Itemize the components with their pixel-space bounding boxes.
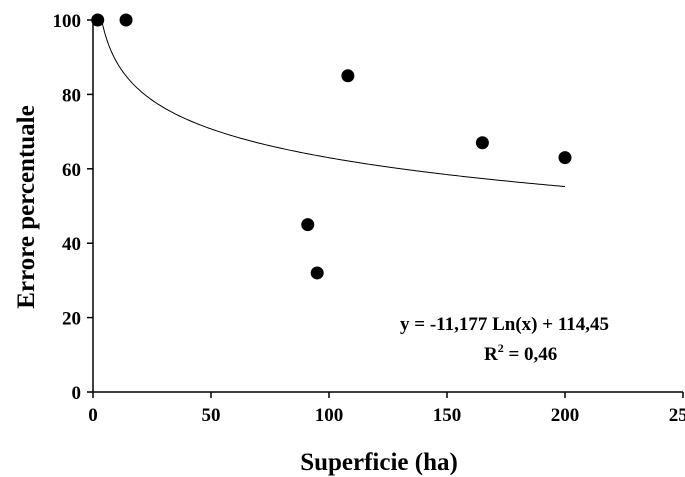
r-squared-label: R2 = 0,46 [484,341,557,365]
y-tick-label: 60 [62,160,81,181]
data-point [310,266,324,280]
data-point [301,218,315,232]
y-axis-title: Errore percentuale [13,105,40,308]
y-tick-label: 0 [72,383,82,404]
axes [92,20,683,393]
r-squared-value: = 0,46 [504,344,558,365]
x-tick-label: 50 [202,405,221,426]
x-tick-label: 150 [433,405,462,426]
equation-label: y = -11,177 Ln(x) + 114,45 [400,314,609,335]
r-squared-base: R [484,344,498,365]
r-squared-exponent: 2 [498,341,504,355]
data-point [475,136,489,150]
data-point [119,13,133,27]
x-tick-label: 250 [669,405,685,426]
y-tick-label: 100 [53,11,82,32]
ticks: 0 50 100 150 200 250 0 20 40 60 80 100 [53,11,685,426]
data-points [91,13,572,280]
trendline-path [97,19,566,188]
data-point [558,151,572,165]
data-point [91,13,105,27]
y-tick-label: 40 [62,234,81,255]
y-tick-label: 20 [62,309,81,330]
x-tick-label: 200 [551,405,580,426]
x-tick-label: 100 [315,405,344,426]
trendline [97,19,566,188]
data-point [341,69,355,83]
y-tick-label: 80 [62,85,81,106]
x-axis-title: Superficie (ha) [300,449,458,476]
x-tick-label: 0 [88,405,98,426]
